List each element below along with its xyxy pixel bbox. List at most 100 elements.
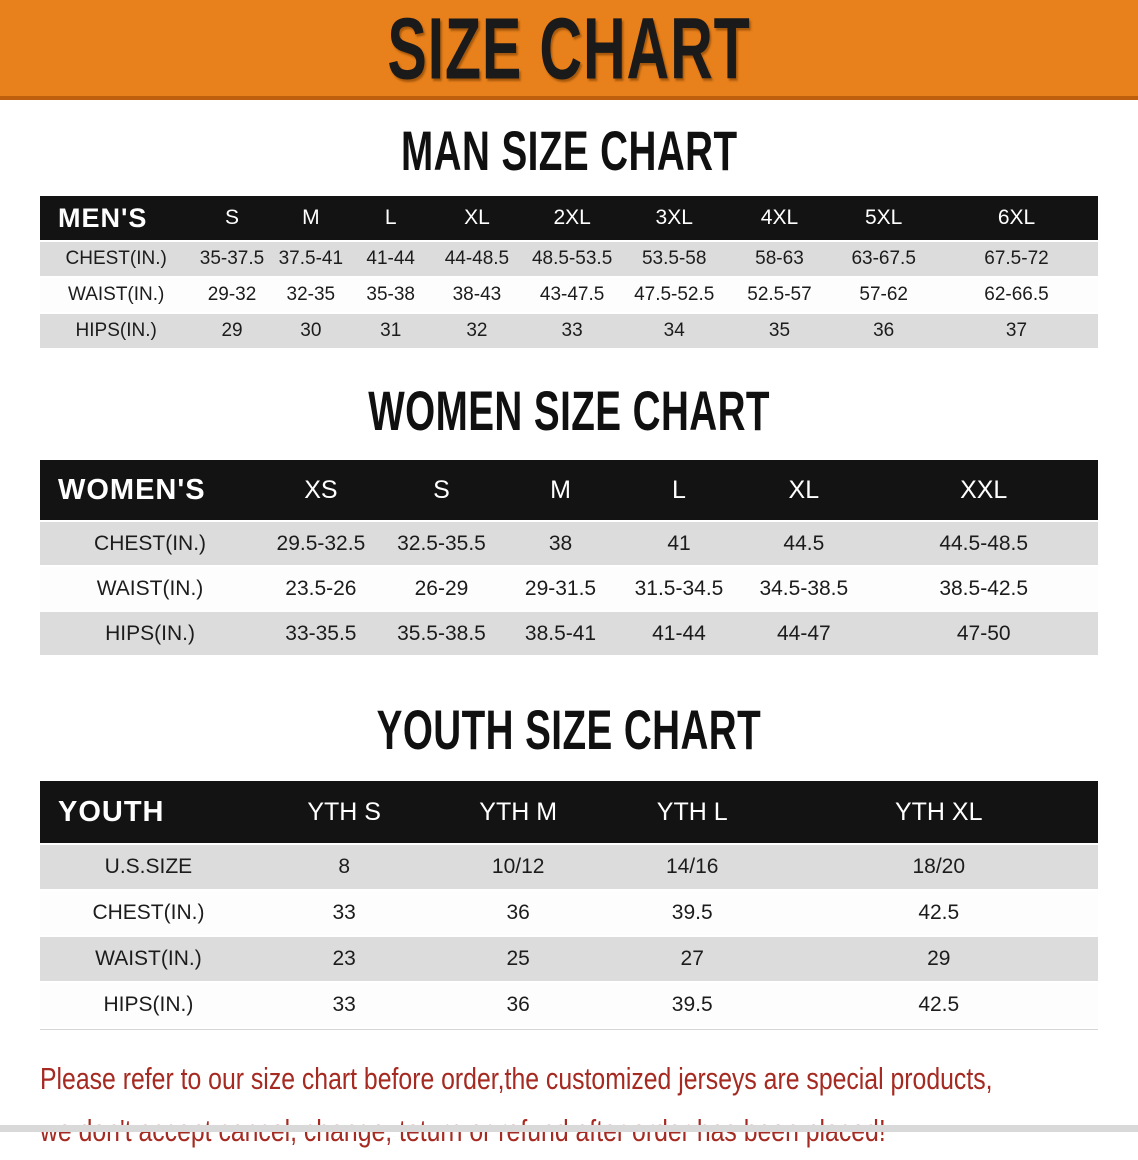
youth-measurement-row: CHEST(IN.) 33 36 39.5 42.5: [40, 891, 1098, 937]
youth-measurement-value: 8: [256, 845, 432, 891]
women-measurement-value: 38: [501, 522, 620, 567]
youth-measurement-value: 42.5: [779, 891, 1098, 937]
women-measurement-value: 23.5-26: [260, 567, 382, 612]
men-size-column-header: XL: [431, 196, 523, 242]
women-group-label: WOMEN'S: [40, 460, 261, 522]
bottom-edge-strip: [0, 1125, 1138, 1132]
men-measurement-row: CHEST(IN.) 35-37.5 37.5-41 41-44 44-48.5 48.5…: [40, 242, 1098, 278]
youth-group-label: YOUTH: [40, 781, 257, 845]
women-size-column-header: XS: [260, 460, 382, 522]
men-size-section: MAN SIZE CHART MEN'S S M L XL 2XL 3XL 4XL 5XL 6XL…: [0, 100, 1138, 350]
youth-measurement-value: 33: [256, 891, 432, 937]
women-section-title-text: WOMEN SIZE CHART: [368, 379, 770, 443]
women-size-column-header: L: [619, 460, 739, 522]
women-measurement-value: 33-35.5: [260, 612, 382, 657]
women-size-column-header: S: [381, 460, 502, 522]
men-size-column-header: 5XL: [832, 196, 935, 242]
youth-measurement-value: 14/16: [604, 845, 780, 891]
youth-measurement-value: 42.5: [779, 983, 1098, 1029]
women-measurement-value: 34.5-38.5: [738, 567, 870, 612]
women-measurement-value: 26-29: [381, 567, 502, 612]
men-measurement-value: 33: [522, 314, 622, 350]
youth-measurement-value: 23: [256, 937, 432, 983]
youth-row-label: HIPS(IN.): [40, 983, 257, 1029]
men-size-column-header: M: [271, 196, 350, 242]
women-measurement-value: 32.5-35.5: [381, 522, 502, 567]
youth-section-title: YOUTH SIZE CHART: [0, 657, 1138, 781]
men-measurement-row: WAIST(IN.) 29-32 32-35 35-38 38-43 43-47.5 47.…: [40, 278, 1098, 314]
youth-measurement-value: 36: [431, 891, 605, 937]
men-measurement-value: 63-67.5: [832, 242, 935, 278]
men-measurement-value: 35-37.5: [192, 242, 272, 278]
men-measurement-value: 62-66.5: [935, 278, 1098, 314]
women-row-label: CHEST(IN.): [40, 522, 261, 567]
men-measurement-value: 36: [832, 314, 935, 350]
women-size-column-header: XL: [738, 460, 870, 522]
order-policy-line-1-text: Please refer to our size chart before or…: [40, 1061, 993, 1096]
women-measurement-value: 38.5-42.5: [869, 567, 1098, 612]
men-measurement-value: 32-35: [271, 278, 350, 314]
youth-size-column-header: YTH XL: [779, 781, 1098, 845]
youth-size-column-header: YTH S: [256, 781, 432, 845]
women-measurement-value: 41-44: [619, 612, 739, 657]
youth-measurement-value: 36: [431, 983, 605, 1029]
men-measurement-value: 34: [621, 314, 727, 350]
youth-size-column-header: YTH M: [431, 781, 605, 845]
women-measurement-value: 44.5: [738, 522, 870, 567]
men-size-column-header: 2XL: [522, 196, 622, 242]
men-measurement-value: 30: [271, 314, 350, 350]
youth-measurement-row: WAIST(IN.) 23 25 27 29: [40, 937, 1098, 983]
men-measurement-value: 52.5-57: [726, 278, 833, 314]
men-measurement-value: 35-38: [349, 278, 432, 314]
banner: SIZE CHART: [0, 0, 1138, 100]
women-measurement-row: WAIST(IN.) 23.5-26 26-29 29-31.5 31.5-34.5 34…: [40, 567, 1098, 612]
men-header-row: MEN'S S M L XL 2XL 3XL 4XL 5XL 6XL: [40, 196, 1098, 242]
women-measurement-value: 44-47: [738, 612, 870, 657]
men-size-column-header: L: [349, 196, 432, 242]
women-measurement-value: 29.5-32.5: [260, 522, 382, 567]
men-measurement-value: 35: [726, 314, 833, 350]
youth-measurement-value: 33: [256, 983, 432, 1029]
order-policy-line-1: Please refer to our size chart before or…: [40, 1056, 1098, 1108]
men-measurement-value: 44-48.5: [431, 242, 523, 278]
youth-size-section: YOUTH SIZE CHART YOUTH YTH S YTH M YTH L YTH…: [0, 657, 1138, 1030]
women-section-title: WOMEN SIZE CHART: [0, 350, 1138, 460]
women-size-column-header: M: [501, 460, 620, 522]
women-row-label: WAIST(IN.): [40, 567, 261, 612]
youth-measurement-row: HIPS(IN.) 33 36 39.5 42.5: [40, 983, 1098, 1029]
men-size-column-header: 4XL: [726, 196, 833, 242]
men-section-title: MAN SIZE CHART: [0, 100, 1138, 196]
women-measurement-row: CHEST(IN.) 29.5-32.5 32.5-35.5 38 41 44.5 44.5…: [40, 522, 1098, 567]
youth-measurement-value: 39.5: [604, 983, 780, 1029]
men-measurement-value: 32: [431, 314, 523, 350]
women-measurement-value: 47-50: [869, 612, 1098, 657]
men-measurement-value: 57-62: [832, 278, 935, 314]
men-measurement-value: 47.5-52.5: [621, 278, 727, 314]
women-row-label: HIPS(IN.): [40, 612, 261, 657]
youth-row-label: CHEST(IN.): [40, 891, 257, 937]
men-group-label: MEN'S: [40, 196, 193, 242]
men-measurement-value: 43-47.5: [522, 278, 622, 314]
men-measurement-value: 37: [935, 314, 1098, 350]
women-measurement-value: 41: [619, 522, 739, 567]
men-row-label: CHEST(IN.): [40, 242, 193, 278]
youth-measurement-value: 18/20: [779, 845, 1098, 891]
women-measurement-value: 35.5-38.5: [381, 612, 502, 657]
youth-row-label: WAIST(IN.): [40, 937, 257, 983]
youth-measurement-value: 29: [779, 937, 1098, 983]
men-measurement-value: 29: [192, 314, 272, 350]
youth-header-row: YOUTH YTH S YTH M YTH L YTH XL: [40, 781, 1098, 845]
women-size-section: WOMEN SIZE CHART WOMEN'S XS S M L XL XXL CHEST(…: [0, 350, 1138, 657]
order-policy-note: Please refer to our size chart before or…: [40, 1056, 1098, 1160]
women-measurement-value: 44.5-48.5: [869, 522, 1098, 567]
women-size-table: WOMEN'S XS S M L XL XXL CHEST(IN.) 29.5-32.5 32.5…: [40, 460, 1098, 657]
women-measurement-value: 31.5-34.5: [619, 567, 739, 612]
men-measurement-value: 41-44: [349, 242, 432, 278]
men-measurement-value: 38-43: [431, 278, 523, 314]
banner-title: SIZE CHART: [387, 0, 751, 97]
youth-measurement-value: 39.5: [604, 891, 780, 937]
men-size-column-header: 6XL: [935, 196, 1098, 242]
youth-size-column-header: YTH L: [604, 781, 780, 845]
women-header-row: WOMEN'S XS S M L XL XXL: [40, 460, 1098, 522]
